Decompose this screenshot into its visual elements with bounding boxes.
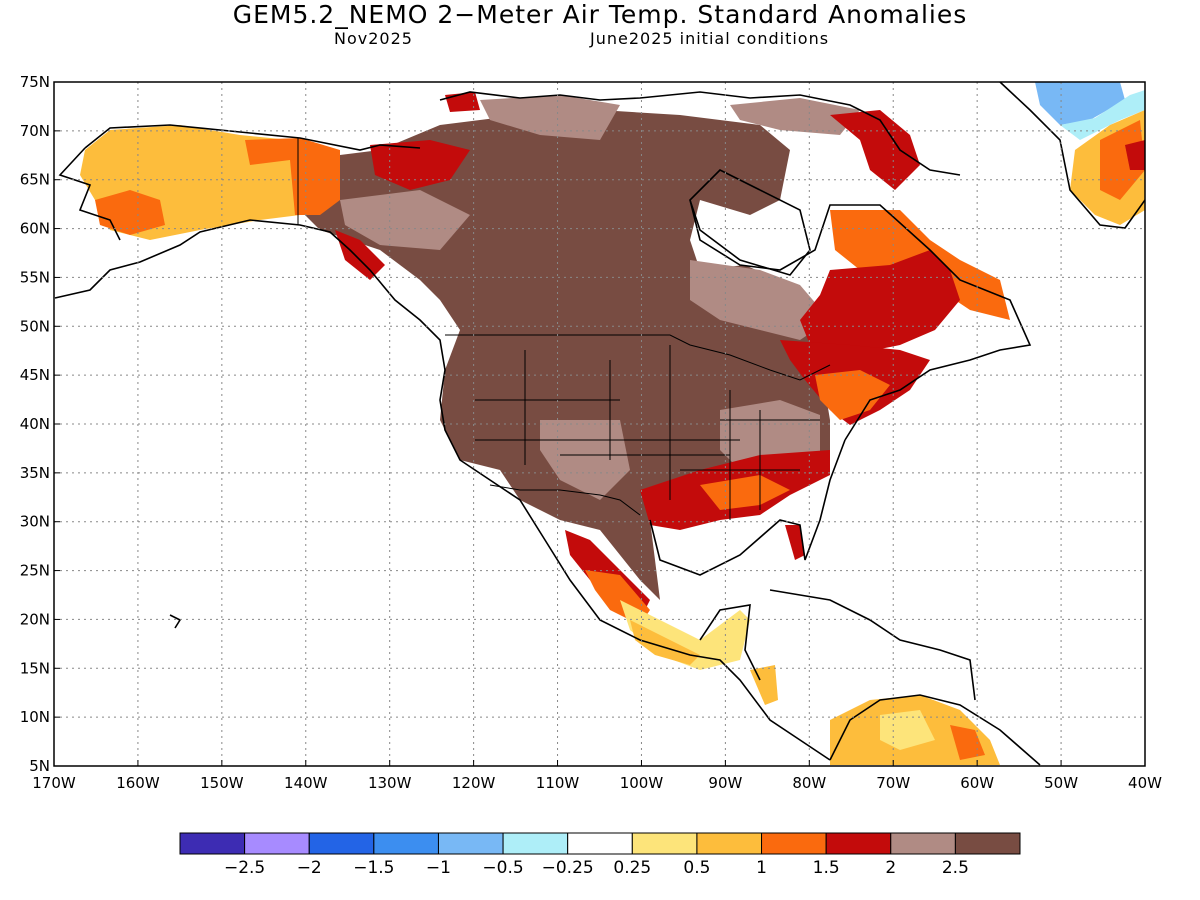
border-us-states-2 bbox=[680, 390, 820, 520]
lat-label: 50N bbox=[20, 317, 50, 335]
colorbar-label: −1 bbox=[426, 858, 451, 878]
coastline-atlantic bbox=[689, 169, 1032, 441]
colorbar-swatch bbox=[761, 832, 827, 855]
anomaly-region-bc-red bbox=[335, 230, 385, 280]
anomaly-region-light-brown-5 bbox=[730, 98, 860, 135]
colorbar-label: 1 bbox=[756, 858, 767, 878]
anomaly-region-arctic-red-1 bbox=[445, 92, 480, 112]
colorbar-swatch bbox=[437, 832, 504, 855]
coastline-yucatan bbox=[699, 604, 761, 681]
lat-label: 35N bbox=[20, 464, 50, 482]
border-canada-us bbox=[445, 334, 831, 381]
lon-label: 80W bbox=[792, 774, 826, 792]
lon-label: 120W bbox=[452, 774, 496, 792]
colorbar-swatch bbox=[244, 832, 310, 855]
border-us-mexico bbox=[489, 484, 641, 516]
colorbar-label: 1.5 bbox=[813, 858, 840, 878]
anomaly-region-alaska-orange-n bbox=[245, 138, 340, 215]
coastline-caribbean bbox=[769, 589, 976, 701]
map-grid bbox=[53, 81, 1146, 767]
colorbar-swatch bbox=[567, 832, 633, 855]
latitude-labels: 75N 70N 65N 60N 55N 50N 45N 40N 35N 30N 25N 20N 15N 1… bbox=[20, 73, 50, 775]
map-frame bbox=[53, 81, 1146, 767]
lon-label: 60W bbox=[960, 774, 994, 792]
coastline-hudson bbox=[689, 189, 811, 276]
anomaly-region-greenland-blue bbox=[1035, 82, 1125, 125]
valid-month: Nov2025 bbox=[334, 29, 413, 48]
colorbar-swatch bbox=[696, 832, 763, 855]
colorbar-label: −0.25 bbox=[542, 858, 594, 878]
lon-label: 150W bbox=[200, 774, 244, 792]
lon-label: 130W bbox=[368, 774, 412, 792]
colorbar-swatch bbox=[890, 832, 956, 855]
colorbar-swatch bbox=[502, 832, 569, 855]
lon-label: 110W bbox=[536, 774, 580, 792]
coastline-hawaii bbox=[169, 614, 182, 629]
lat-label: 60N bbox=[20, 220, 50, 238]
political-borders bbox=[297, 138, 831, 520]
anomaly-region-southamerica-yellow bbox=[880, 710, 935, 750]
border-us-states-1 bbox=[475, 345, 740, 500]
anomaly-region-light-brown-4 bbox=[480, 95, 620, 140]
anomaly-region-light-brown-1 bbox=[340, 190, 470, 250]
colorbar-swatch bbox=[373, 832, 439, 855]
coastline-southamerica bbox=[829, 694, 1041, 766]
anomaly-region-mexico-yellow bbox=[620, 600, 750, 670]
anomaly-region-quebec-red bbox=[800, 250, 960, 355]
anomaly-region-southamerica-orange-dark bbox=[950, 725, 985, 760]
coastline-greenland bbox=[999, 81, 1146, 229]
anomaly-region-arctic-red-2 bbox=[830, 110, 920, 190]
lat-label: 10N bbox=[20, 708, 50, 726]
lat-label: 25N bbox=[20, 562, 50, 580]
lon-label: 140W bbox=[284, 774, 328, 792]
lat-label: 15N bbox=[20, 659, 50, 677]
lat-label: 75N bbox=[20, 73, 50, 91]
colorbar-swatch bbox=[825, 832, 892, 855]
colorbar-label: −1.5 bbox=[353, 858, 394, 878]
colorbar-swatch bbox=[179, 832, 246, 855]
anomaly-region-greenland-lightblue bbox=[1060, 90, 1145, 140]
coastline-alaska bbox=[54, 219, 831, 761]
coastline-alaska-west bbox=[58, 147, 121, 241]
colorbar-swatch bbox=[954, 832, 1021, 855]
colorbar-label: 0.25 bbox=[613, 858, 651, 878]
lon-label: 160W bbox=[116, 774, 160, 792]
coastline-alaska-north bbox=[84, 124, 421, 151]
coastline-gulf bbox=[649, 439, 846, 576]
lat-label: 55N bbox=[20, 268, 50, 286]
colorbar-label: 0.5 bbox=[683, 858, 710, 878]
lat-label: 40N bbox=[20, 415, 50, 433]
anomaly-region-yukon-red bbox=[370, 140, 470, 190]
colorbar-label: 2 bbox=[885, 858, 896, 878]
anomaly-region-southeast-orange bbox=[700, 475, 790, 510]
colorbar-swatch bbox=[631, 832, 698, 855]
colorbar-label: 2.5 bbox=[942, 858, 969, 878]
lat-label: 65N bbox=[20, 171, 50, 189]
colorbar-swatch bbox=[308, 832, 375, 855]
lat-label: 30N bbox=[20, 513, 50, 531]
longitude-labels: 170W 160W 150W 140W 130W 120W 110W 100W 90W 80W 70… bbox=[32, 774, 1162, 792]
lat-label: 45N bbox=[20, 366, 50, 384]
colorbar: −2.5 −2 −1.5 −1 −0.5 −0.25 0.25 0.5 1 1.5 2 2.5 bbox=[179, 832, 1021, 878]
anomaly-region-mexico-light-orange bbox=[630, 620, 700, 665]
lon-label: 40W bbox=[1128, 774, 1162, 792]
lat-label: 20N bbox=[20, 610, 50, 628]
anomaly-fields bbox=[80, 82, 1145, 765]
lat-label: 70N bbox=[20, 122, 50, 140]
lon-label: 170W bbox=[32, 774, 76, 792]
init-conditions: June2025 initial conditions bbox=[590, 29, 830, 48]
anomaly-region-florida-red bbox=[785, 525, 805, 560]
page-title: GEM5.2_NEMO 2−Meter Air Temp. Standard A… bbox=[232, 0, 968, 29]
lon-label: 70W bbox=[876, 774, 910, 792]
colorbar-label: −0.5 bbox=[482, 858, 523, 878]
anomaly-region-greenland-red bbox=[1125, 140, 1145, 170]
lon-label: 90W bbox=[708, 774, 742, 792]
lat-label: 5N bbox=[29, 757, 50, 775]
colorbar-label: −2.5 bbox=[224, 858, 265, 878]
anomaly-region-newengland-orange bbox=[815, 370, 890, 420]
colorbar-label: −2 bbox=[297, 858, 322, 878]
lon-label: 50W bbox=[1044, 774, 1078, 792]
lon-label: 100W bbox=[620, 774, 664, 792]
